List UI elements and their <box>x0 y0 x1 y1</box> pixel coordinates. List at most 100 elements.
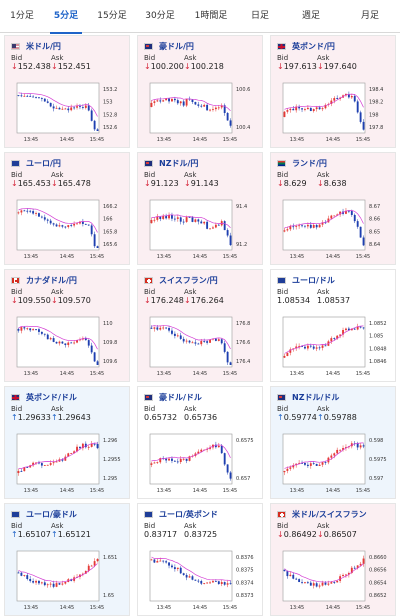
candle <box>35 580 37 583</box>
candle <box>353 328 356 330</box>
candle <box>353 567 356 569</box>
mini-candlestick-chart[interactable]: 100.6 100.4 13:45 14:45 15:45 <box>142 77 258 147</box>
pair-name[interactable]: 英ポンド/ドル <box>26 392 77 402</box>
candle <box>191 576 194 580</box>
pair-name[interactable]: ユーロ/円 <box>26 158 61 168</box>
tab-2[interactable]: 15分足 <box>97 11 127 21</box>
candle <box>73 107 76 109</box>
pair-name[interactable]: ユーロ/英ポンド <box>159 509 218 519</box>
mini-candlestick-chart[interactable]: 176.8 176.6 176.4 13:45 14:45 15:45 <box>142 311 258 381</box>
pair-name[interactable]: 豪ドル/円 <box>159 41 194 51</box>
candle <box>324 104 327 109</box>
candle <box>304 582 306 584</box>
rate-card[interactable]: NZドル/ドル Bid Ask ↑0.59774 ↑0.59788 0.598 0.5975… <box>270 386 396 499</box>
pair-name[interactable]: 英ポンド/円 <box>292 41 335 51</box>
pair-header: ユーロ/英ポンド <box>144 508 218 520</box>
rate-card[interactable]: ユーロ/ドル Bid Ask 1.08534 1.08537 1.0852 1.085 1.0… <box>270 269 396 382</box>
mini-candlestick-chart[interactable]: 0.8660 0.8656 0.8654 0.8652 13:45 14:45 15:45 <box>275 545 391 615</box>
y-tick-label: 91.4 <box>236 204 247 210</box>
pair-name[interactable]: ランド/円 <box>292 158 327 168</box>
candle <box>32 462 35 466</box>
candle <box>295 346 298 349</box>
x-tick-label: 14:45 <box>326 605 340 611</box>
candle <box>40 463 43 466</box>
tab-1[interactable]: 5分足 <box>44 0 88 34</box>
candle <box>359 226 362 238</box>
mini-candlestick-chart[interactable]: 91.4 91.2 13:45 14:45 15:45 <box>142 194 258 264</box>
tab-7[interactable]: 月足 <box>360 11 379 21</box>
candle <box>171 330 173 334</box>
candle <box>304 463 306 465</box>
candle <box>171 565 173 568</box>
pair-name[interactable]: NZドル/ドル <box>292 392 340 402</box>
pair-name[interactable]: カナダドル/円 <box>26 275 77 285</box>
ask-price: 0.86507 <box>323 530 357 539</box>
pair-name[interactable]: スイスフラン/円 <box>159 275 218 285</box>
y-tick-label: 0.8373 <box>236 593 254 599</box>
eu-flag-icon <box>11 510 20 518</box>
candle <box>345 574 347 576</box>
candle <box>353 96 356 102</box>
x-tick-label: 15:45 <box>356 488 370 494</box>
rate-card[interactable]: 豪ドル/円 Bid Ask ↓100.200 ↓100.218 100.6 100.4 13:… <box>137 35 263 148</box>
mini-candlestick-chart[interactable]: 166.2 166 165.8 165.6 13:45 14:45 15:45 <box>9 194 125 264</box>
candle <box>20 95 23 97</box>
pair-name[interactable]: 豪ドル/ドル <box>159 392 202 402</box>
tab-5[interactable]: 日足 <box>250 11 269 21</box>
candle <box>286 229 289 231</box>
down-arrow-icon: ↓ <box>317 530 324 539</box>
rate-card[interactable]: ユーロ/円 Bid Ask ↓165.453 ↓165.478 166.2 166 165.8… <box>4 152 130 265</box>
candle <box>229 472 232 479</box>
bid-price: 0.59774 <box>283 413 317 422</box>
candle <box>191 99 194 102</box>
mini-candlestick-chart[interactable]: 0.598 0.5975 0.597 13:45 14:45 15:45 <box>275 428 391 498</box>
candle <box>212 581 214 583</box>
pair-name[interactable]: ユーロ/ドル <box>292 275 335 285</box>
tab-3[interactable]: 30分足 <box>145 11 175 21</box>
y-tick-label: 198.4 <box>369 87 383 93</box>
candle <box>58 225 61 227</box>
rate-card[interactable]: 英ポンド/円 Bid Ask ↓197.613 ↓197.640 198.4 198.2 19… <box>270 35 396 148</box>
tab-4[interactable]: 1時間足 <box>194 11 228 21</box>
candle <box>90 443 93 447</box>
candle <box>64 226 67 228</box>
pair-name[interactable]: ユーロ/豪ドル <box>26 509 77 519</box>
pair-name[interactable]: NZドル/円 <box>159 158 199 168</box>
mini-candlestick-chart[interactable]: 110 109.8 109.6 13:45 14:45 15:45 <box>9 311 125 381</box>
tab-0[interactable]: 1分足 <box>10 11 34 21</box>
mini-candlestick-chart[interactable]: 0.8376 0.8375 0.8374 0.8373 13:45 14:45 15:45 <box>142 545 258 615</box>
rate-card[interactable]: カナダドル/円 Bid Ask ↓109.550 ↓109.570 110 109.8 109… <box>4 269 130 382</box>
candle <box>333 338 336 339</box>
rate-card[interactable]: 豪ドル/ドル Bid Ask 0.65732 0.65736 0.6575 0.657 13:… <box>137 386 263 499</box>
rate-card[interactable]: ユーロ/英ポンド Bid Ask 0.83717 0.83725 0.8376 0.8375… <box>137 503 263 616</box>
rate-card[interactable]: 米ドル/スイスフラン Bid Ask ↓0.86492 ↓0.86507 0.8660 0.… <box>270 503 396 616</box>
rate-card[interactable]: 米ドル/円 Bid Ask ↓152.438 ↓152.451 153.2 153 152.8… <box>4 35 130 148</box>
rate-card[interactable]: ユーロ/豪ドル Bid Ask ↑1.65107 ↑1.65121 1.651 1.65 13… <box>4 503 130 616</box>
candle <box>67 453 70 457</box>
pair-name[interactable]: 米ドル/円 <box>26 41 61 51</box>
down-arrow-icon: ↓ <box>51 296 58 305</box>
rate-card[interactable]: 英ポンド/ドル Bid Ask ↑1.29633 ↑1.29643 1.296 1.2955… <box>4 386 130 499</box>
rate-card[interactable]: スイスフラン/円 Bid Ask ↓176.248 ↓176.264 176.8 176.6… <box>137 269 263 382</box>
candle <box>214 338 217 341</box>
rate-card[interactable]: NZドル/円 Bid Ask ↓91.123 ↓91.143 91.4 91.2 13:45 1… <box>137 152 263 265</box>
mini-candlestick-chart[interactable]: 198.4 198.2 198 197.8 13:45 14:45 15:45 <box>275 77 391 147</box>
candle <box>17 471 20 474</box>
pair-name[interactable]: 米ドル/スイスフラン <box>292 509 367 519</box>
mini-candlestick-chart[interactable]: 0.6575 0.657 13:45 14:45 15:45 <box>142 428 258 498</box>
candle <box>298 345 301 347</box>
mini-candlestick-chart[interactable]: 1.651 1.65 13:45 14:45 15:45 <box>9 545 125 615</box>
ask-value: ↓91.143 <box>184 179 219 188</box>
candle <box>168 458 170 461</box>
mini-candlestick-chart[interactable]: 1.0852 1.085 1.0848 1.0846 13:45 14:45 15:45 <box>275 311 391 381</box>
mini-candlestick-chart[interactable]: 1.296 1.2955 1.295 13:45 14:45 15:45 <box>9 428 125 498</box>
y-tick-label: 166.2 <box>103 204 117 210</box>
y-tick-label: 0.597 <box>369 476 383 482</box>
y-tick-label: 0.8660 <box>369 555 387 561</box>
y-tick-label: 91.2 <box>236 242 247 248</box>
candle <box>197 219 200 222</box>
tab-6[interactable]: 週足 <box>301 11 320 21</box>
mini-candlestick-chart[interactable]: 8.67 8.66 8.65 8.64 13:45 14:45 15:45 <box>275 194 391 264</box>
rate-card[interactable]: ランド/円 Bid Ask ↓8.629 ↓8.638 8.67 8.66 8.65 8.64 1… <box>270 152 396 265</box>
mini-candlestick-chart[interactable]: 153.2 153 152.8 152.6 13:45 14:45 15:45 <box>9 77 125 147</box>
